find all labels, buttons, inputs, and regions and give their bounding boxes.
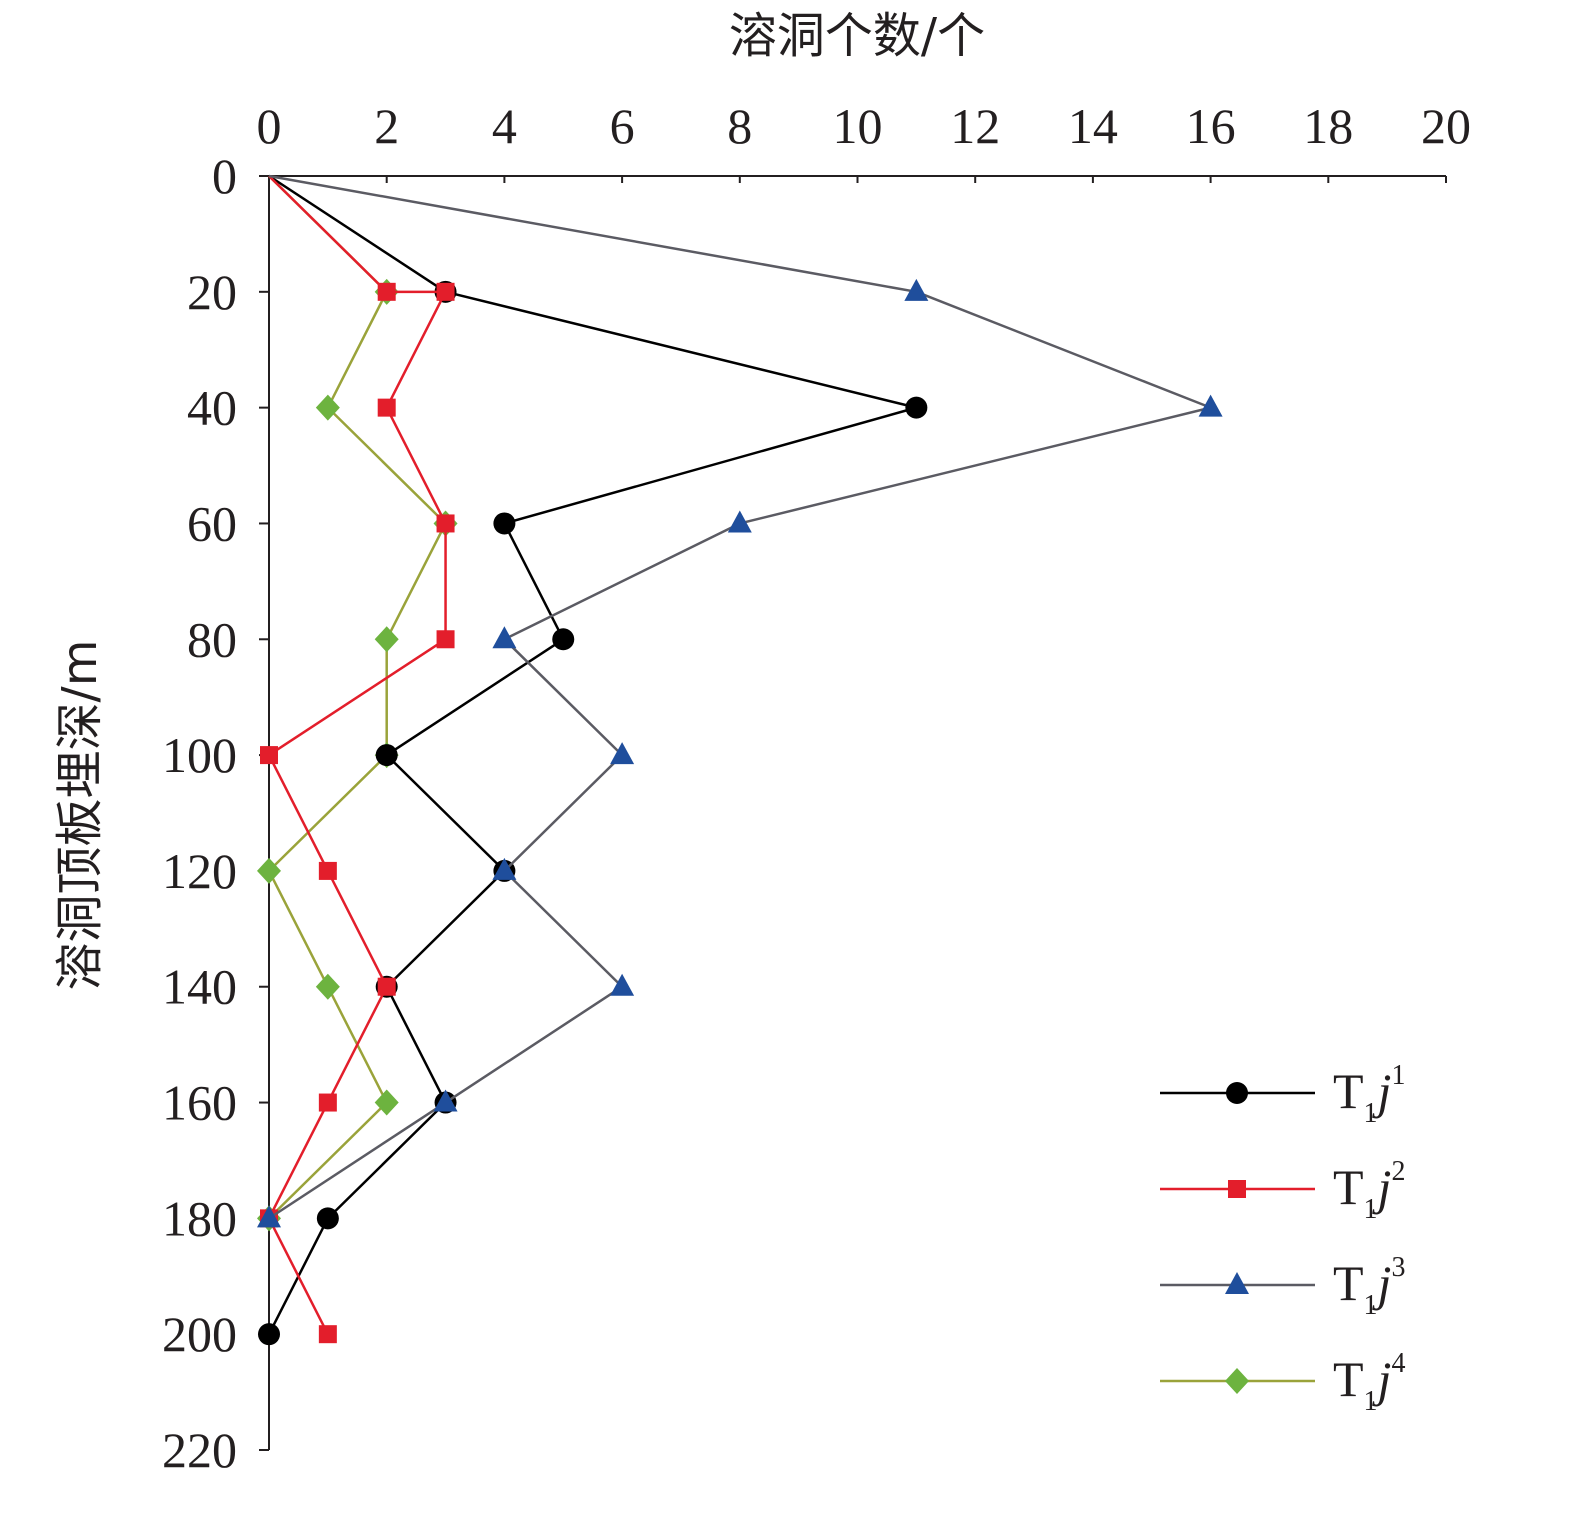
legend: T1j1 T1j2 T1j3 T1j4 <box>1160 1060 1405 1417</box>
data-point <box>257 857 281 884</box>
series-T1j4 <box>257 175 458 1232</box>
data-point <box>905 396 928 419</box>
y-tick-label: 120 <box>162 843 237 899</box>
data-point <box>492 857 517 880</box>
series-line <box>267 174 918 1335</box>
data-point <box>436 282 455 301</box>
y-tick-label: 160 <box>162 1075 237 1131</box>
data-point <box>374 1089 399 1116</box>
data-point <box>377 282 396 301</box>
legend-label: T1j2 <box>1333 1156 1405 1225</box>
x-tick-label: 6 <box>610 98 635 154</box>
y-tick-label: 40 <box>187 380 237 436</box>
legend-marker <box>1225 1368 1249 1394</box>
legend-label: T1j4 <box>1333 1348 1405 1417</box>
data-point <box>433 1089 458 1112</box>
data-point <box>904 278 929 301</box>
legend-item: T1j1 <box>1160 1060 1405 1129</box>
legend-label: T1j1 <box>1333 1060 1405 1129</box>
y-axis-ticks: 0 20 40 60 80 100 120 140 160 180 200 220 <box>162 148 269 1478</box>
data-point <box>258 1323 280 1346</box>
x-tick-label: 8 <box>727 98 752 154</box>
legend-marker <box>1226 1082 1248 1104</box>
series-T1j3 <box>257 174 1223 1228</box>
x-axis-ticks: 0 2 4 6 8 10 12 14 16 18 20 <box>257 98 1471 183</box>
legend-item: T1j4 <box>1160 1348 1405 1417</box>
data-point <box>436 514 455 533</box>
x-axis-title: 溶洞个数/个 <box>729 8 985 64</box>
x-tick-label: 20 <box>1421 98 1471 154</box>
y-tick-label: 180 <box>162 1190 237 1246</box>
y-tick-label: 0 <box>212 148 237 204</box>
data-point <box>377 398 396 417</box>
y-tick-label: 20 <box>187 264 237 320</box>
data-point <box>727 510 752 533</box>
y-tick-label: 80 <box>187 611 237 667</box>
data-point <box>260 746 278 765</box>
data-point <box>610 742 635 765</box>
y-tick-label: 220 <box>162 1422 237 1478</box>
x-tick-label: 12 <box>950 98 1000 154</box>
x-tick-label: 2 <box>374 98 399 154</box>
y-tick-label: 140 <box>162 959 237 1015</box>
data-point <box>315 394 340 421</box>
x-tick-label: 18 <box>1303 98 1353 154</box>
x-tick-label: 16 <box>1186 98 1236 154</box>
x-tick-label: 10 <box>833 98 883 154</box>
data-point <box>316 1207 339 1230</box>
series-line <box>268 174 1212 1220</box>
data-point <box>610 973 635 996</box>
data-point <box>318 861 337 880</box>
series-layer <box>257 174 1223 1346</box>
x-tick-label: 4 <box>492 98 517 154</box>
data-point <box>374 626 399 653</box>
x-tick-label: 0 <box>257 98 282 154</box>
data-point <box>436 630 455 649</box>
y-axis-title: 溶洞顶板埋深/m <box>52 640 108 991</box>
y-tick-label: 60 <box>187 495 237 551</box>
data-point <box>315 973 340 1000</box>
series-line <box>267 175 447 1335</box>
legend-label: T1j3 <box>1333 1252 1405 1321</box>
x-tick-label: 14 <box>1068 98 1118 154</box>
legend-item: T1j3 <box>1160 1252 1405 1321</box>
data-point <box>493 512 516 535</box>
data-point <box>318 1093 337 1112</box>
legend-marker <box>1228 1180 1246 1198</box>
legend-item: T1j2 <box>1160 1156 1405 1225</box>
data-point <box>318 1325 337 1344</box>
data-point <box>377 977 396 996</box>
data-point <box>375 744 398 767</box>
y-tick-label: 200 <box>162 1306 237 1362</box>
data-point <box>257 1205 281 1228</box>
y-tick-label: 100 <box>162 727 237 783</box>
legend-marker <box>1225 1272 1249 1294</box>
data-point <box>492 626 517 649</box>
data-point <box>1198 394 1223 417</box>
series-T1j1 <box>258 174 928 1346</box>
data-point <box>552 628 575 651</box>
